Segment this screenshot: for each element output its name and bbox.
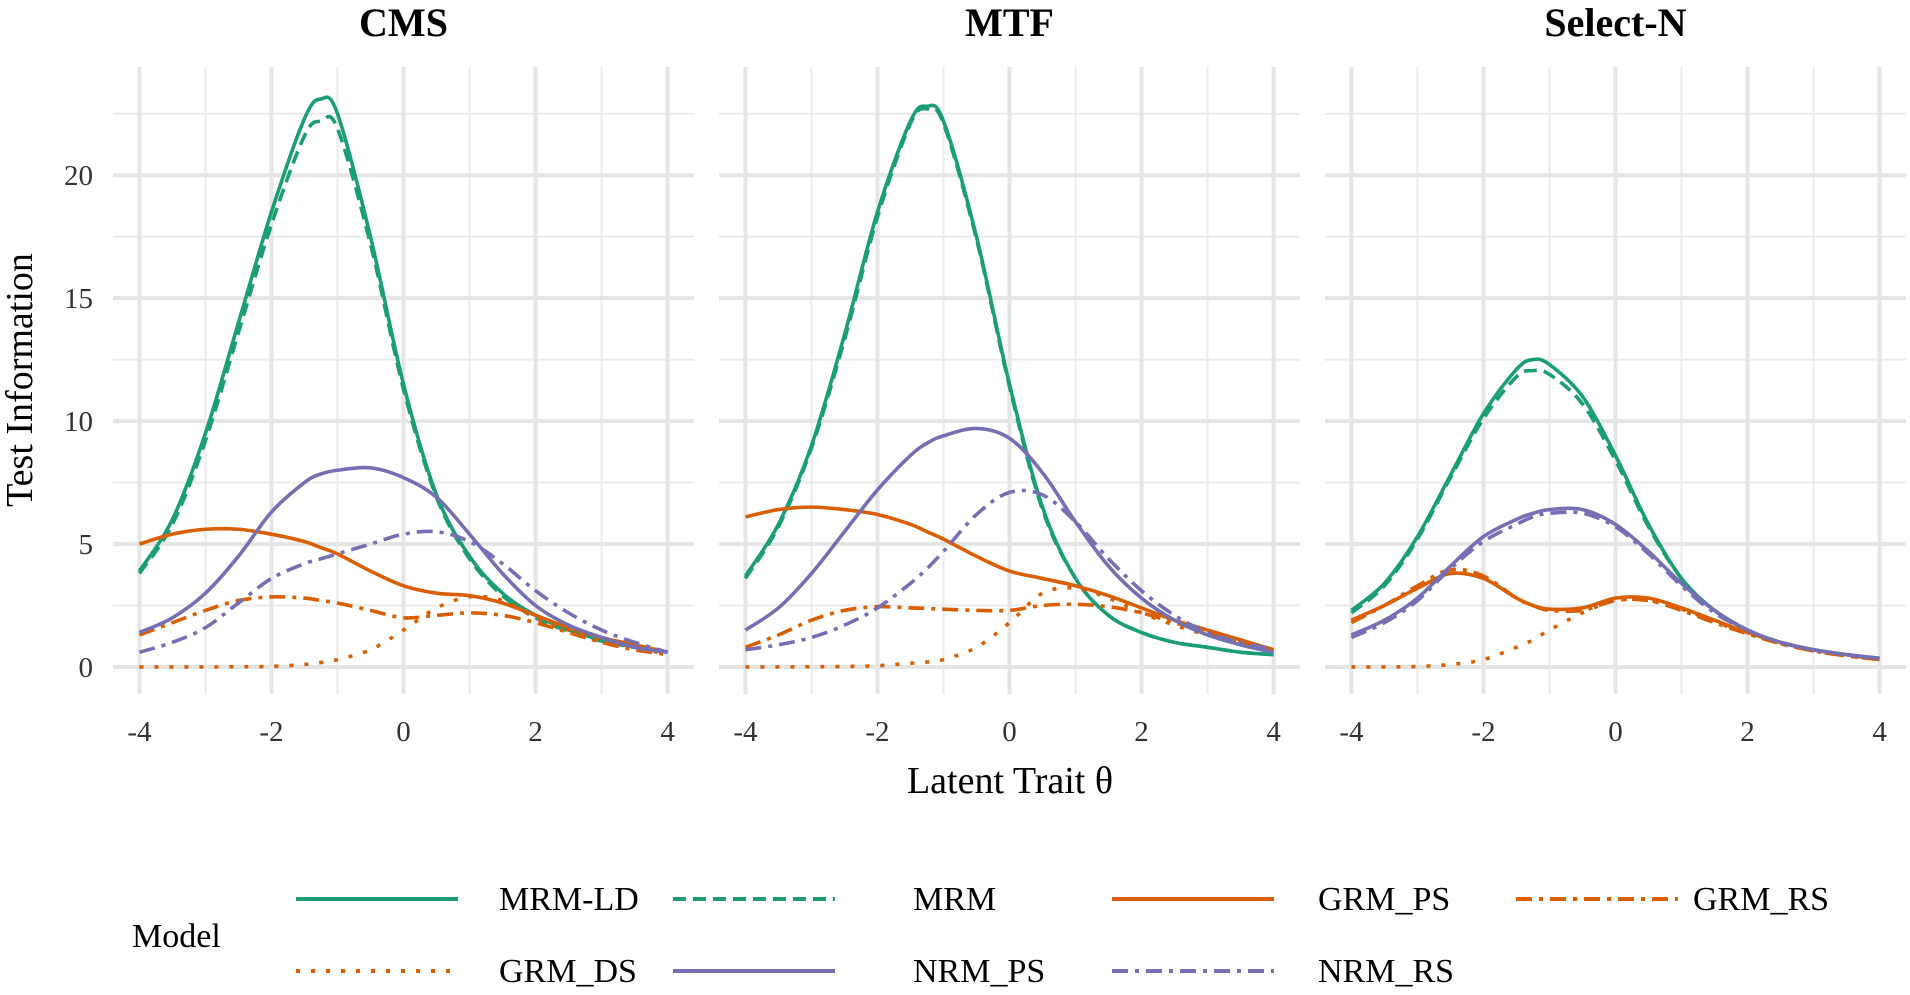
panel-select-n: -4 -2 0 2 4 Select-N [1325, 0, 1906, 748]
series-line-grm-rs [138, 594, 668, 657]
legend-label: MRM [913, 881, 996, 918]
legend-item-nrm-ps: NRM_PS [673, 953, 1045, 990]
x-axis-title: Latent Trait θ [907, 760, 1113, 802]
legend-label: GRM_RS [1693, 881, 1829, 918]
y-tick-label: 5 [79, 529, 94, 561]
panel-title: MTF [965, 0, 1054, 45]
legend-label: GRM_DS [499, 953, 637, 990]
y-tick-label: 0 [79, 652, 94, 684]
x-tick-label: 2 [528, 716, 543, 748]
x-tick-label: 2 [1740, 716, 1755, 748]
x-tick-label: -2 [1471, 716, 1495, 748]
legend-label: NRM_RS [1318, 953, 1454, 990]
y-axis-title: Test Information [0, 253, 41, 507]
series-line-nrm-rs [138, 529, 669, 654]
series-line-grm-rs [744, 602, 1274, 652]
legend-item-grm-ds: GRM_DS [296, 953, 637, 990]
series-line-nrm-ps [744, 426, 1274, 654]
x-tick-label: -4 [127, 716, 152, 748]
legend-item-nrm-rs: NRM_RS [1112, 953, 1454, 990]
y-tick-label: 20 [64, 160, 93, 192]
series-line-nrm-rs [745, 488, 1274, 652]
series-line-mrm [743, 105, 1274, 657]
panel-mtf: -4 -2 0 2 4 MTF [719, 0, 1300, 748]
x-tick-label: 0 [396, 716, 411, 748]
x-tick-label: 0 [1608, 716, 1623, 748]
series-line-nrm-ps [138, 465, 668, 654]
legend-item-mrm-ld: MRM-LD [296, 881, 639, 918]
x-tick-label: -4 [1339, 716, 1364, 748]
legend-label: MRM-LD [499, 881, 639, 918]
x-tick-label: 2 [1134, 716, 1149, 748]
y-tick-label: 10 [64, 406, 93, 438]
legend-label: NRM_PS [913, 953, 1045, 990]
legend-item-grm-rs: GRM_RS [1516, 881, 1829, 918]
x-tick-label: -2 [259, 716, 283, 748]
x-tick-label: 4 [1266, 716, 1281, 748]
panel-title: Select-N [1544, 0, 1686, 45]
panel-cms: -4 -2 0 2 4 0 5 10 15 20 CMS [64, 0, 694, 748]
y-tick-label: 15 [64, 283, 93, 315]
series-line-nrm-rs [1350, 510, 1880, 661]
legend-item-mrm: MRM [673, 881, 996, 918]
legend-item-grm-ps: GRM_PS [1112, 881, 1450, 918]
x-tick-label: 4 [1872, 716, 1887, 748]
legend: Model MRM-LD MRM GRM_PS GRM_RS GRM_DS NRM_PS N… [132, 881, 1829, 990]
x-tick-label: 4 [660, 716, 675, 748]
x-tick-label: 0 [1002, 716, 1017, 748]
x-tick-label: -4 [733, 716, 758, 748]
panel-title: CMS [359, 0, 448, 45]
legend-label: GRM_PS [1318, 881, 1450, 918]
series-line-mrm [137, 114, 668, 654]
series-line-grm-ps [138, 526, 668, 654]
x-tick-label: -2 [865, 716, 889, 748]
legend-title: Model [132, 918, 221, 955]
